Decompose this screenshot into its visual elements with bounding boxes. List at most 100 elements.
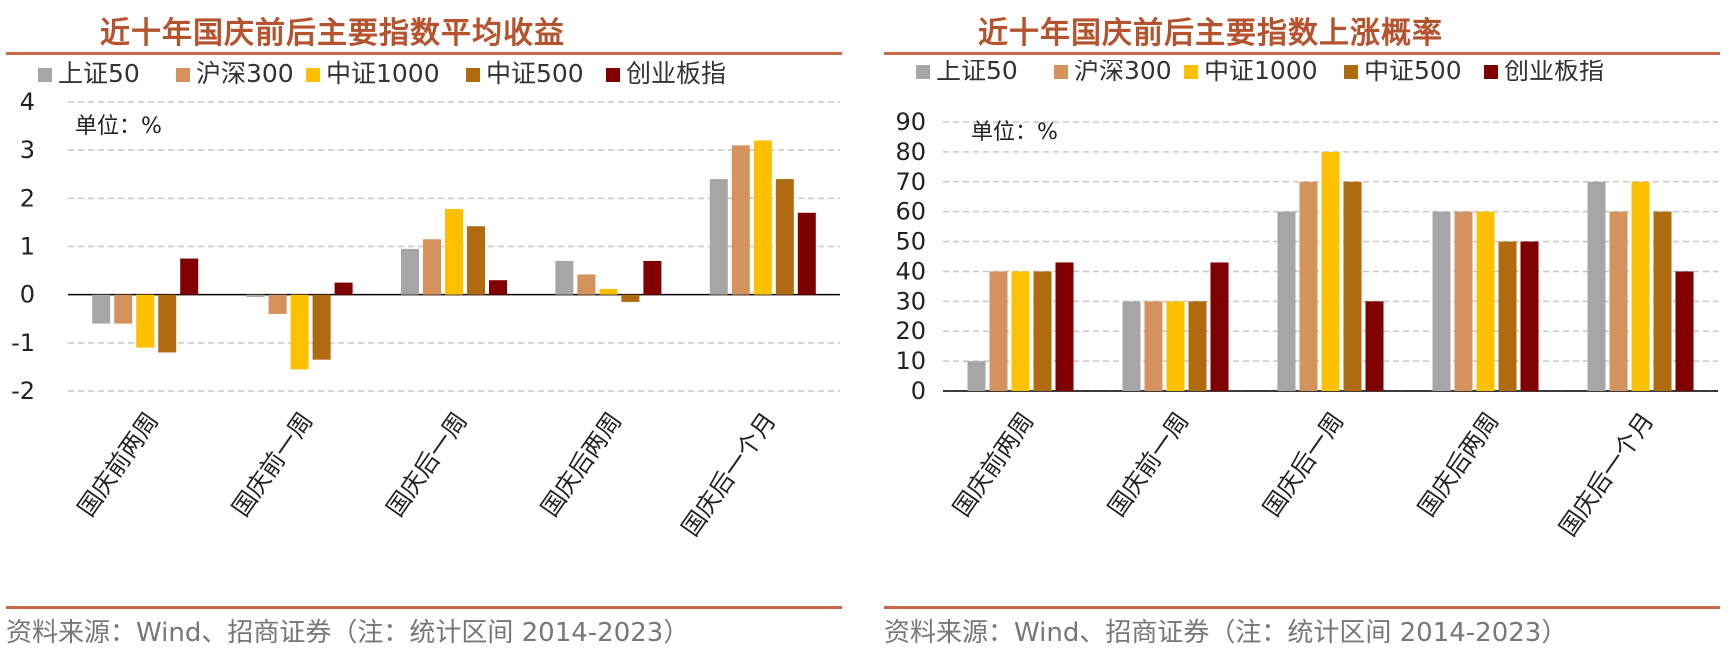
- bar: [1166, 301, 1185, 391]
- bar: [599, 288, 618, 295]
- bar: [1675, 271, 1694, 391]
- bar: [621, 294, 640, 302]
- legend-swatch: [1054, 65, 1068, 79]
- bar: [246, 294, 265, 298]
- probability-chart: 9080706050403020100 国庆前两周 国庆前一周 国庆后一周 国庆后两周国…: [895, 60, 1718, 541]
- x-category-label: 国庆后一个月: [1554, 407, 1660, 541]
- y-tick-label: -1: [11, 329, 35, 357]
- y-tick-label: 10: [895, 347, 926, 375]
- bar: [312, 294, 331, 360]
- x-category-label: 国庆前两周: [948, 407, 1040, 521]
- bar: [709, 179, 728, 295]
- legend-label: 沪深300: [196, 60, 294, 88]
- bar: [1055, 262, 1074, 391]
- legend-swatch: [606, 68, 620, 82]
- title-rule: [884, 52, 1720, 55]
- y-tick-label: 1: [20, 233, 35, 261]
- probability-chart-panel: 近十年国庆前后主要指数上涨概率 90 80 70 60 50 40 30 20 10 0 国庆前两周…: [878, 0, 1720, 652]
- bar: [1520, 241, 1539, 391]
- bar: [114, 294, 133, 324]
- y-tick-label: 50: [895, 228, 926, 256]
- y-tick-label: -2: [11, 377, 35, 405]
- chart-title: 近十年国庆前后主要指数平均收益: [100, 16, 565, 51]
- bar: [1343, 181, 1362, 391]
- y-tick-label: 0: [911, 377, 926, 405]
- legend-label: 中证1000: [1204, 60, 1318, 85]
- title-rule: [6, 52, 842, 55]
- legend-label: 中证500: [486, 60, 584, 88]
- y-tick-label: 90: [895, 108, 926, 136]
- x-category-label: 国庆后一个月: [676, 407, 782, 541]
- x-category-label: 国庆后两周: [536, 407, 628, 521]
- bar: [1011, 271, 1030, 391]
- bar: [797, 212, 816, 295]
- y-tick-label: 2: [20, 184, 35, 212]
- bar: [1432, 211, 1451, 391]
- x-category-label: 国庆前一周: [227, 407, 319, 521]
- legend-swatch: [1344, 65, 1358, 79]
- bar: [268, 294, 287, 314]
- legend-swatch: [176, 68, 190, 82]
- bar: [643, 260, 662, 295]
- unit-label: 单位：%: [971, 120, 1058, 145]
- bar: [753, 140, 772, 295]
- y-tick-label: 60: [895, 198, 926, 226]
- bar: [1365, 301, 1384, 391]
- bar: [577, 274, 596, 295]
- bar: [1321, 151, 1340, 391]
- bar: [555, 260, 574, 295]
- bar: [967, 361, 986, 391]
- bar: [1498, 241, 1517, 391]
- return-chart: 4 3 2 1 0 -1 -2 国庆前两周 国庆前一周 国庆后一周 国庆后两周 国庆后一个月 单位：% 上…: [11, 60, 840, 541]
- legend-label: 创业板指: [626, 60, 726, 88]
- bar: [92, 294, 111, 324]
- bar: [1454, 211, 1473, 391]
- x-category-label: 国庆前两周: [72, 407, 164, 521]
- y-tick-label: 4: [20, 88, 35, 116]
- bar: [731, 145, 750, 295]
- legend-label: 沪深300: [1074, 60, 1172, 85]
- bar: [1476, 211, 1495, 391]
- x-category-label: 国庆后两周: [1413, 407, 1505, 521]
- source-note: 资料来源：Wind、招商证券（注：统计区间 2014-2023）: [6, 618, 690, 648]
- bar: [1210, 262, 1229, 391]
- y-tick-label: 30: [895, 287, 926, 315]
- x-category-label: 国庆后一周: [1258, 407, 1350, 521]
- legend-swatch: [916, 65, 930, 79]
- bar: [1188, 301, 1207, 391]
- source-note: 资料来源：Wind、招商证券（注：统计区间 2014-2023）: [884, 618, 1568, 648]
- bar: [489, 280, 507, 295]
- bar: [1631, 181, 1650, 391]
- bar: [136, 294, 155, 348]
- bar: [1144, 301, 1163, 391]
- bar: [401, 248, 419, 295]
- bar: [334, 282, 353, 295]
- unit-label: 单位：%: [75, 114, 162, 139]
- legend-swatch: [1484, 65, 1498, 79]
- bar: [989, 271, 1008, 391]
- bar: [180, 258, 199, 295]
- return-chart-panel: 近十年国庆前后主要指数平均收益 4 3 2 1 0 -1 -2 国庆前两周 国庆前一周 国庆后一周…: [0, 0, 842, 652]
- bar: [290, 294, 309, 370]
- source-rule: [6, 606, 842, 609]
- bar: [775, 179, 794, 295]
- chart-title: 近十年国庆前后主要指数上涨概率: [978, 16, 1443, 51]
- legend-swatch: [466, 68, 480, 82]
- bar: [467, 226, 485, 295]
- bar: [1033, 271, 1052, 391]
- bar: [1122, 301, 1141, 391]
- legend-swatch: [38, 68, 52, 82]
- legend-label: 中证1000: [326, 60, 440, 88]
- legend-swatch: [306, 68, 320, 82]
- legend-label: 创业板指: [1504, 60, 1604, 85]
- y-tick-label: 3: [20, 136, 35, 164]
- bar: [1277, 211, 1296, 391]
- bar: [445, 208, 463, 295]
- x-category-label: 国庆前一周: [1103, 407, 1195, 521]
- legend-swatch: [1184, 65, 1198, 79]
- bar: [1299, 181, 1318, 391]
- legend-label: 上证50: [936, 60, 1018, 85]
- bar: [1587, 181, 1606, 391]
- legend-label: 中证500: [1364, 60, 1462, 85]
- bar: [158, 294, 177, 353]
